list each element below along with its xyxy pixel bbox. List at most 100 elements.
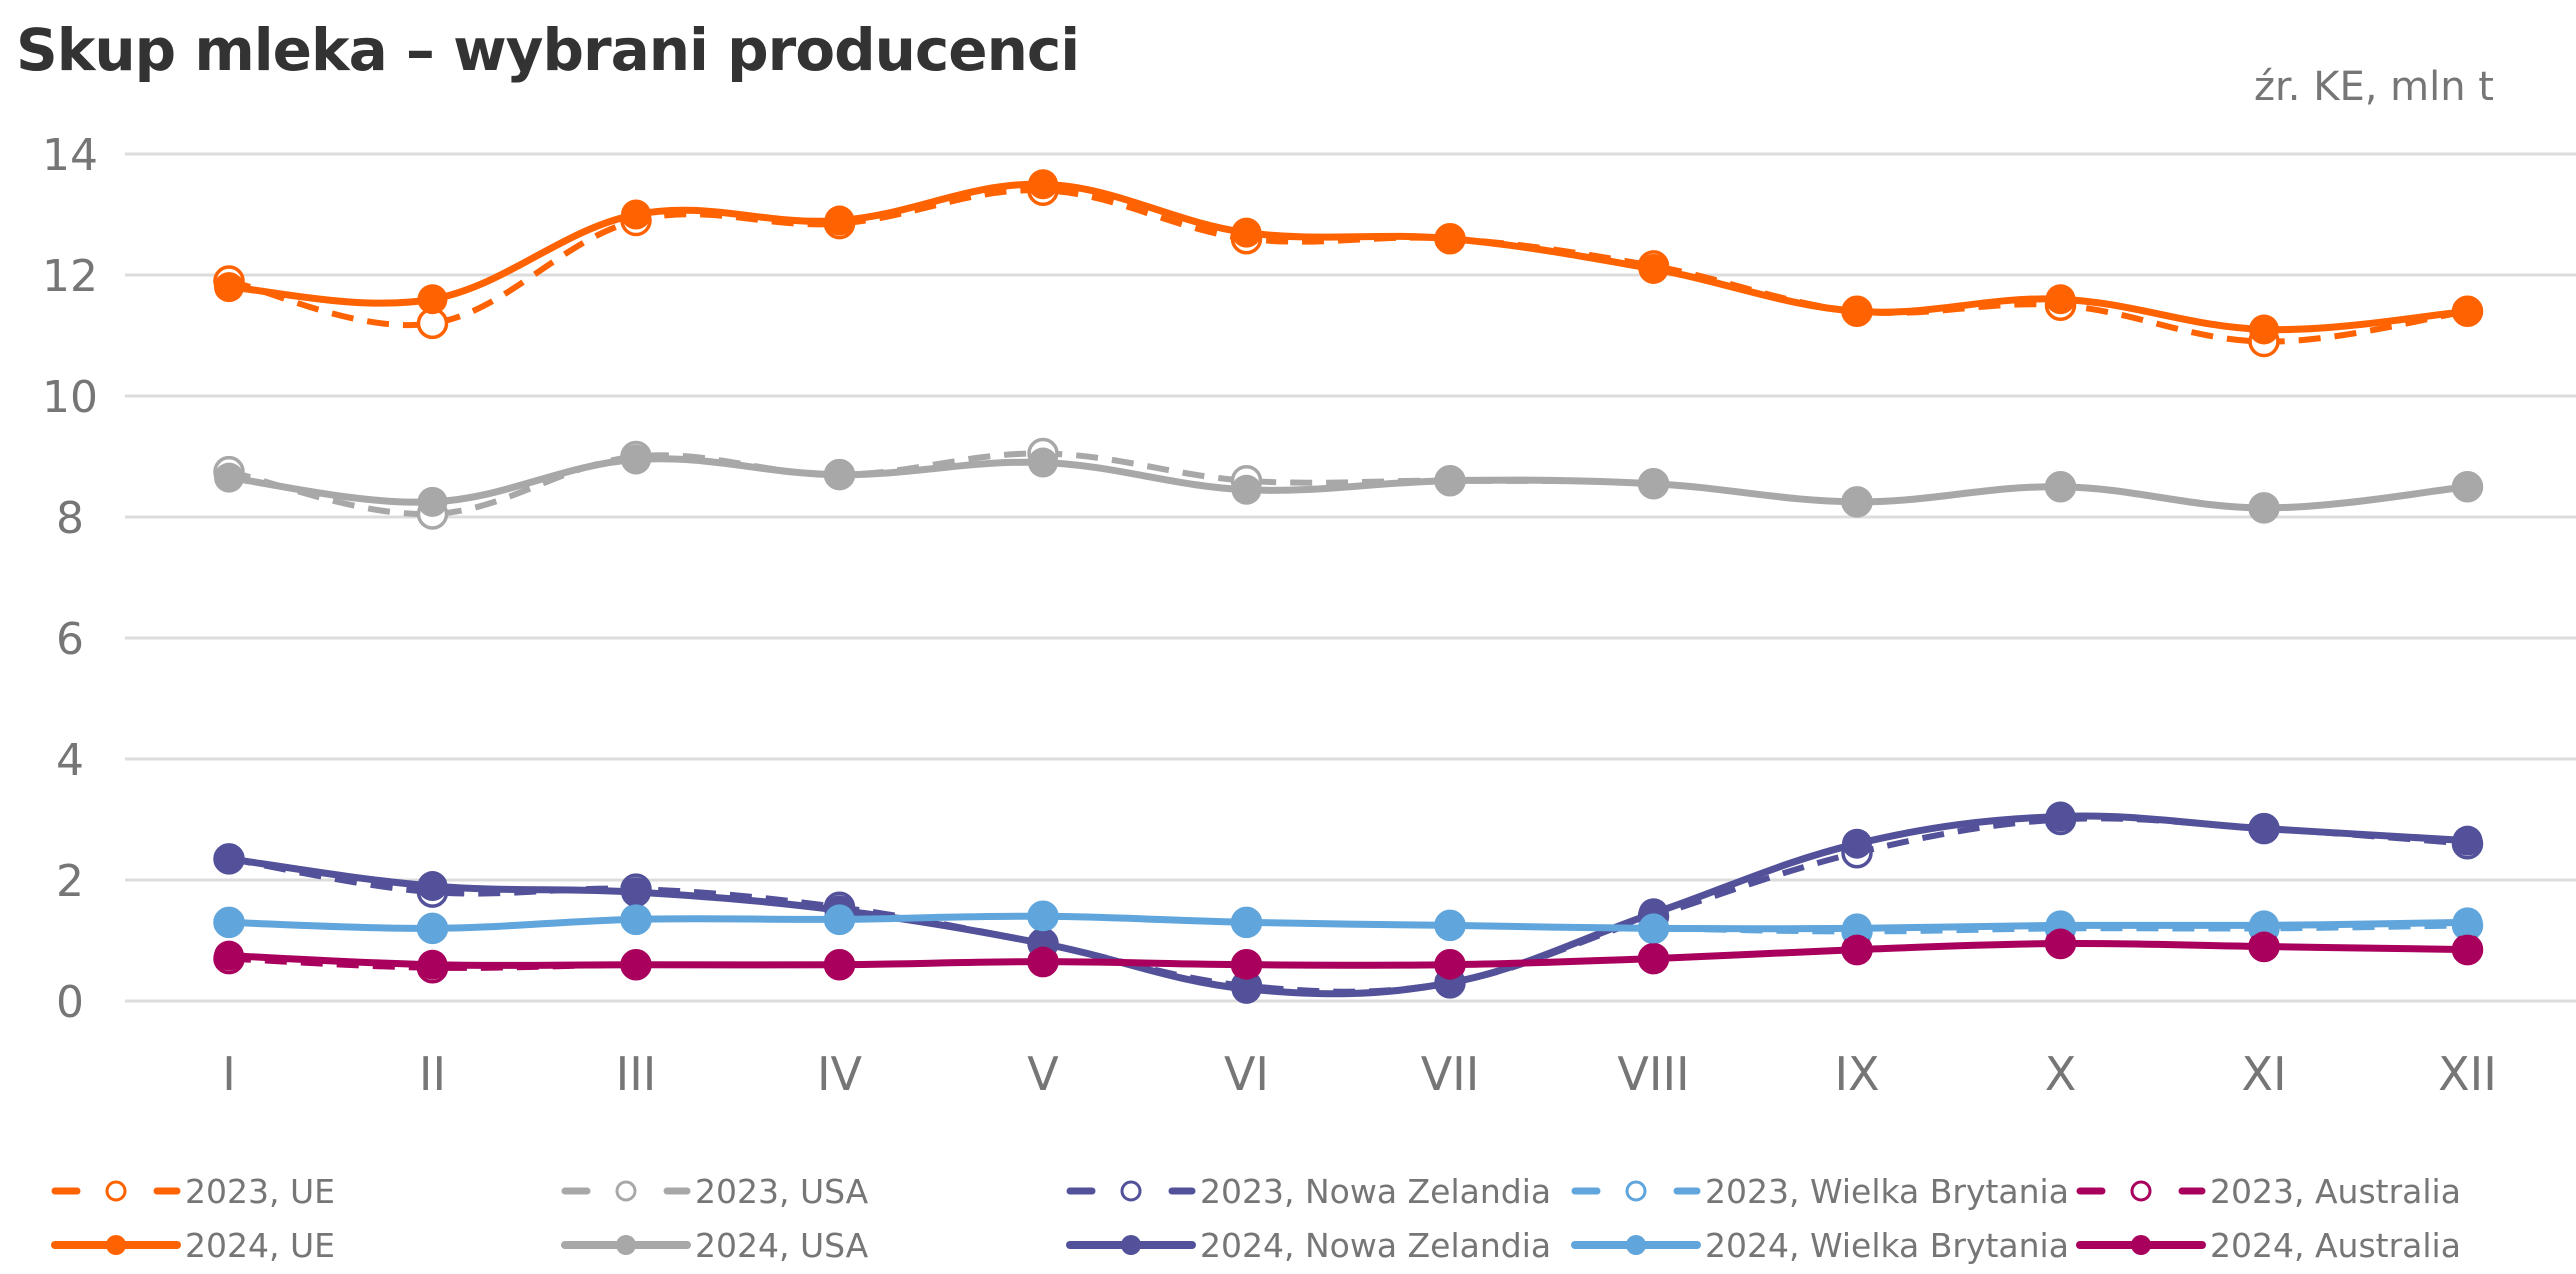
legend-item: 2024, Nowa Zelandia <box>1066 1226 1551 1265</box>
legend-item: 2023, UE <box>51 1172 335 1211</box>
x-tick-label: VII <box>1421 1047 1480 1101</box>
series-line <box>228 180 2468 334</box>
legend-item: 2023, Australia <box>2076 1172 2461 1211</box>
data-point <box>417 284 448 315</box>
chart-title: Skup mleka – wybrani producenci <box>16 16 1080 84</box>
legend-marker <box>1626 1235 1646 1255</box>
data-point <box>1638 913 1669 944</box>
data-point <box>417 871 448 902</box>
x-tick-label: V <box>1027 1047 1059 1101</box>
data-point <box>2452 296 2483 327</box>
source-note: źr. KE, mln t <box>2254 64 2494 110</box>
y-tick-label: 14 <box>42 130 98 181</box>
series-line <box>228 812 2468 998</box>
data-point <box>2452 907 2483 938</box>
series-2023-nowa-zelandia <box>213 803 2484 1002</box>
data-point <box>417 949 448 980</box>
y-tick-label: 12 <box>42 251 98 302</box>
legend-marker <box>1120 1180 1142 1202</box>
data-point <box>214 940 244 971</box>
data-point <box>1638 253 1669 284</box>
legend-item: 2023, Wielka Brytania <box>1571 1172 2069 1211</box>
data-point <box>1842 828 1872 859</box>
data-point <box>824 459 855 490</box>
y-tick-label: 4 <box>56 735 84 786</box>
gridlines <box>125 152 2576 1003</box>
series-2023-ue <box>213 174 2484 358</box>
data-point <box>2045 928 2076 959</box>
data-point <box>824 904 855 935</box>
series-line <box>228 912 2468 933</box>
data-point <box>2452 934 2483 965</box>
legend-item: 2023, Nowa Zelandia <box>1066 1172 1551 1211</box>
data-point <box>824 205 855 236</box>
data-point <box>2045 801 2076 832</box>
data-point <box>417 913 448 944</box>
legend-label: 2024, Wielka Brytania <box>1705 1226 2069 1265</box>
legend-item: 2024, Australia <box>2076 1226 2461 1265</box>
y-tick-label: 0 <box>56 977 84 1028</box>
data-point <box>1231 474 1262 505</box>
legend-marker <box>105 1180 127 1202</box>
data-point <box>621 199 651 230</box>
legend-item: 2024, USA <box>561 1226 869 1265</box>
legend-marker <box>1625 1180 1647 1202</box>
legend-label: 2023, UE <box>185 1172 335 1211</box>
data-point <box>214 907 244 938</box>
legend-label: 2023, USA <box>695 1172 869 1211</box>
series-group <box>213 169 2484 1004</box>
legend-item: 2023, USA <box>561 1172 869 1211</box>
legend-label: 2024, USA <box>695 1226 869 1265</box>
data-point <box>1842 296 1872 327</box>
data-point <box>1231 217 1262 248</box>
data-point <box>2249 492 2279 523</box>
data-point <box>1842 913 1872 944</box>
data-point <box>2452 471 2483 502</box>
data-point <box>214 272 244 303</box>
data-point <box>2249 314 2279 345</box>
data-point <box>1028 901 1058 932</box>
data-point <box>214 462 244 493</box>
data-point <box>1435 910 1465 941</box>
data-point <box>1028 447 1058 478</box>
x-tick-label: III <box>616 1047 657 1101</box>
data-point <box>1842 486 1872 517</box>
legend-marker <box>616 1235 636 1255</box>
series-line <box>228 187 2468 345</box>
data-point <box>1638 943 1669 974</box>
legend-label: 2023, Nowa Zelandia <box>1200 1172 1551 1211</box>
data-point <box>2045 284 2076 315</box>
legend-marker <box>106 1235 126 1255</box>
legend-marker <box>2130 1180 2152 1202</box>
data-point <box>824 949 855 980</box>
series-line <box>228 939 2468 969</box>
legend: 2023, UE 2023, USA 2023, Nowa Zelandia 2023… <box>51 1172 2461 1265</box>
series-2024-australia <box>214 928 2483 980</box>
series-2024-wielka-brytania <box>214 901 2483 944</box>
data-point <box>2249 931 2279 962</box>
legend-label: 2023, Australia <box>2210 1172 2461 1211</box>
y-tick-label: 6 <box>56 614 84 665</box>
y-axis-ticks: 0 2 4 6 8 10 12 14 <box>42 130 98 1028</box>
series-2024-ue <box>214 169 2483 345</box>
legend-marker <box>615 1180 637 1202</box>
x-axis-ticks: I II III IV V VI VII VIII IX X XI XII <box>222 1047 2497 1101</box>
x-tick-label: IV <box>817 1047 863 1101</box>
series-2024-usa <box>214 444 2483 523</box>
data-point <box>1028 169 1058 200</box>
legend-label: 2024, Australia <box>2210 1226 2461 1265</box>
legend-marker <box>1121 1235 1141 1255</box>
data-point <box>417 486 448 517</box>
legend-label: 2023, Wielka Brytania <box>1705 1172 2069 1211</box>
data-point <box>1435 223 1465 254</box>
data-point <box>1231 907 1262 938</box>
data-point <box>621 877 651 908</box>
x-tick-label: XII <box>2438 1047 2497 1101</box>
data-point <box>1231 973 1262 1004</box>
series-line <box>228 455 2468 512</box>
data-point <box>1231 949 1262 980</box>
legend-label: 2024, Nowa Zelandia <box>1200 1226 1551 1265</box>
series-2024-nowa-zelandia <box>214 801 2483 1004</box>
y-tick-label: 2 <box>56 856 84 907</box>
legend-label: 2024, UE <box>185 1226 335 1265</box>
